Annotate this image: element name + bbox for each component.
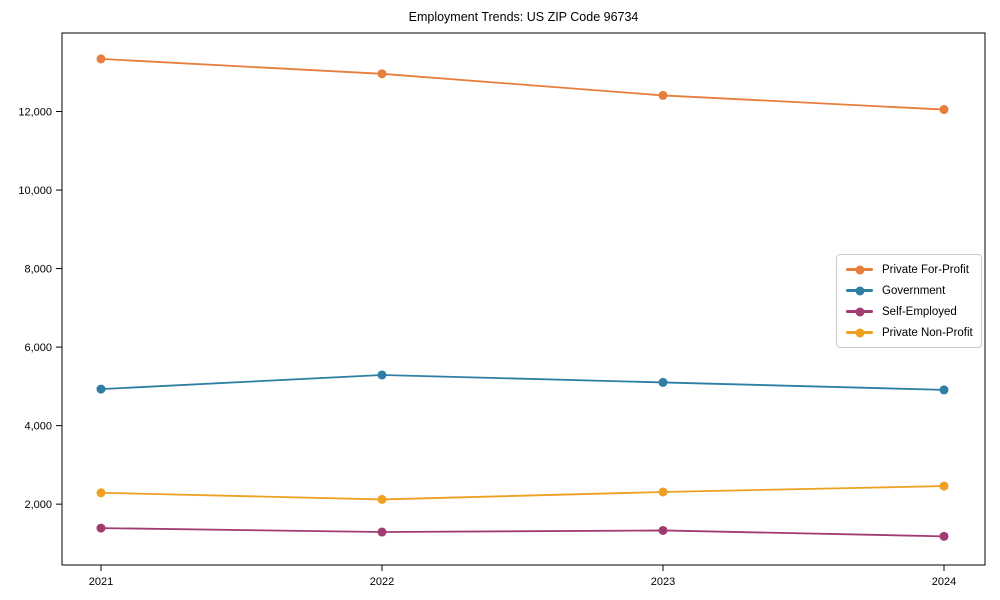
legend-item: Private For-Profit xyxy=(846,262,972,277)
legend-line-marker-icon xyxy=(846,328,873,337)
y-tick-label: 2,000 xyxy=(24,499,52,511)
y-tick-label: 6,000 xyxy=(24,342,52,354)
x-tick-label: 2023 xyxy=(651,576,675,588)
legend-label: Self-Employed xyxy=(882,305,957,318)
series-line-0 xyxy=(100,58,945,111)
legend-item: Self-Employed xyxy=(846,304,972,319)
y-tick-label: 12,000 xyxy=(18,107,52,119)
data-point xyxy=(96,488,106,498)
x-tick-label: 2021 xyxy=(89,576,113,588)
series-line-1 xyxy=(100,374,945,391)
legend-label: Private Non-Profit xyxy=(882,326,973,339)
data-point xyxy=(939,385,949,395)
legend-label: Private For-Profit xyxy=(882,263,969,276)
legend-dot-icon xyxy=(855,307,864,316)
y-tick-label: 4,000 xyxy=(24,421,52,433)
data-point xyxy=(377,69,387,79)
data-point xyxy=(96,523,106,533)
series-line-2 xyxy=(100,527,945,538)
series-line-3 xyxy=(100,485,945,501)
legend-dot-icon xyxy=(855,286,864,295)
legend-line-marker-icon xyxy=(846,265,873,274)
data-point xyxy=(658,487,668,497)
data-point xyxy=(377,527,387,537)
data-point xyxy=(658,525,668,535)
data-point xyxy=(96,54,106,64)
legend-line-marker-icon xyxy=(846,286,873,295)
legend-dot-icon xyxy=(855,328,864,337)
data-point xyxy=(96,384,106,394)
legend-dot-icon xyxy=(855,265,864,274)
chart-title: Employment Trends: US ZIP Code 96734 xyxy=(408,10,639,24)
data-point xyxy=(377,370,387,380)
y-tick-label: 10,000 xyxy=(18,185,52,197)
data-point xyxy=(658,377,668,387)
x-tick-label: 2022 xyxy=(370,576,394,588)
legend: Private For-Profit Government Self-Emplo… xyxy=(836,254,982,348)
x-tick-label: 2024 xyxy=(932,576,956,588)
legend-item: Government xyxy=(846,283,972,298)
axes-frame xyxy=(61,32,986,566)
legend-item: Private Non-Profit xyxy=(846,325,973,340)
y-tick-label: 8,000 xyxy=(24,264,52,276)
data-point xyxy=(939,481,949,491)
data-point xyxy=(377,494,387,504)
data-point xyxy=(939,105,949,115)
legend-label: Government xyxy=(882,284,946,297)
data-point xyxy=(939,531,949,541)
data-point xyxy=(658,90,668,100)
legend-line-marker-icon xyxy=(846,307,873,316)
